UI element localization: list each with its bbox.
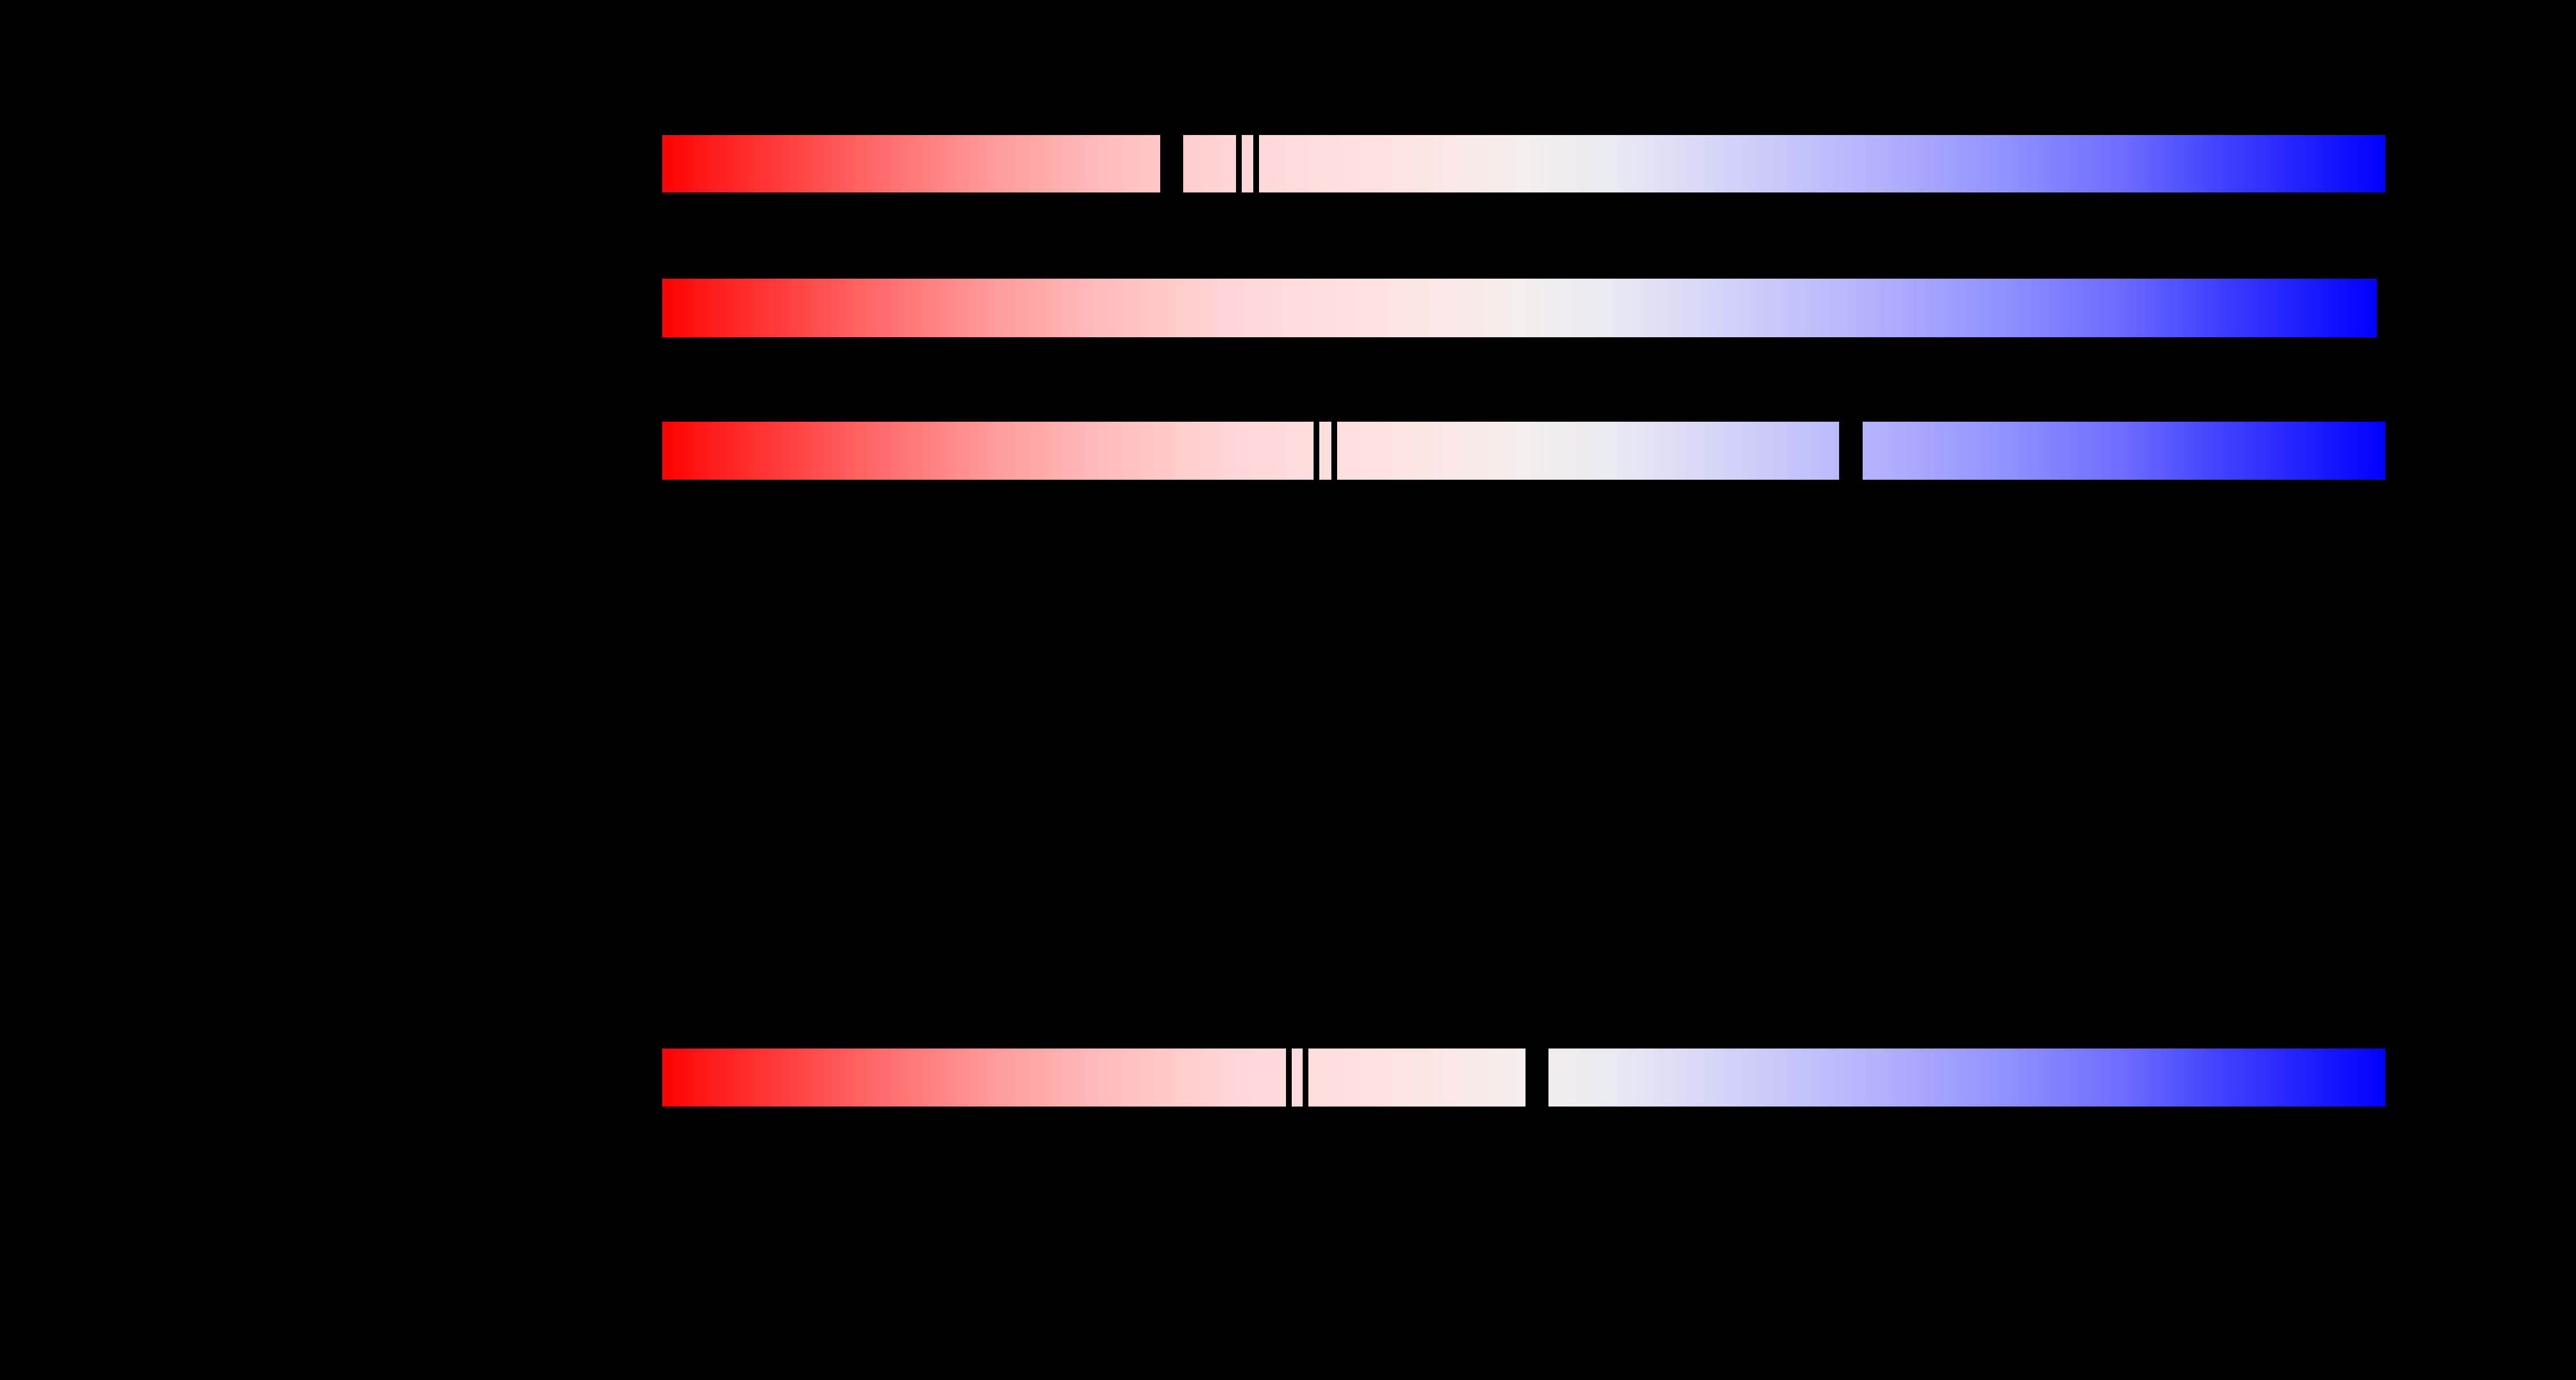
strip-gap-separator: [1160, 134, 1183, 193]
strip-gap-separator: [1525, 1048, 1548, 1107]
strip-gap-separator: [1303, 1048, 1308, 1107]
strip-gap-separator: [1286, 1048, 1292, 1107]
strip-gap-separator: [1839, 421, 1863, 480]
strip-gap-separator: [1253, 134, 1259, 193]
gradient-strip-3: [662, 421, 2385, 480]
strip-gap-separator: [1331, 421, 1337, 480]
gradient-strip-1: [662, 134, 2385, 193]
gradient-strip-2: [662, 279, 2377, 337]
strip-gap-separator: [1236, 134, 1242, 193]
gradient-strip-4: [662, 1048, 2385, 1107]
strip-gap-separator: [1314, 421, 1319, 480]
